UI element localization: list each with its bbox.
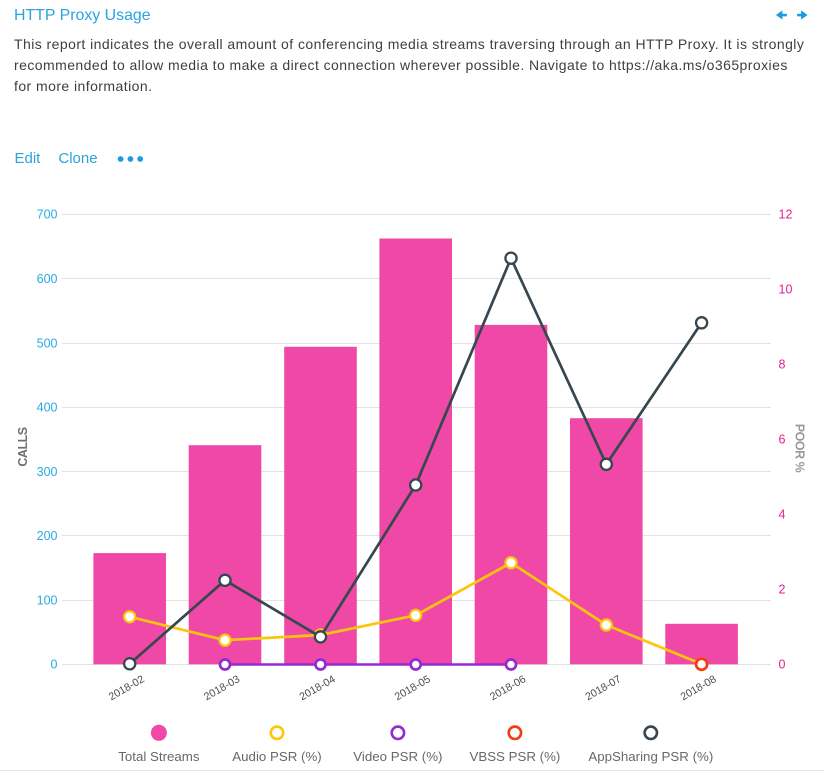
svg-text:2018-04: 2018-04 [298,673,338,703]
svg-text:CALLS: CALLS [16,427,30,466]
svg-text:2018-08: 2018-08 [679,673,719,703]
svg-text:6: 6 [779,433,786,447]
svg-text:600: 600 [37,272,58,286]
svg-text:4: 4 [779,508,786,522]
svg-text:0: 0 [51,658,58,672]
svg-text:10: 10 [779,283,793,297]
svg-text:Video PSR (%): Video PSR (%) [353,749,442,764]
svg-text:12: 12 [779,208,793,222]
svg-text:300: 300 [37,465,58,479]
svg-text:2018-06: 2018-06 [488,673,528,703]
svg-text:700: 700 [37,208,58,222]
svg-text:2: 2 [779,583,786,597]
svg-text:400: 400 [37,401,58,415]
svg-text:8: 8 [779,358,786,372]
svg-text:100: 100 [37,594,58,608]
svg-text:Total Streams: Total Streams [118,749,200,764]
svg-text:Audio PSR (%): Audio PSR (%) [232,749,321,764]
svg-text:POOR %: POOR % [793,424,807,473]
svg-text:2018-07: 2018-07 [583,673,623,703]
svg-text:2018-05: 2018-05 [393,673,433,703]
svg-text:0: 0 [779,658,786,672]
svg-text:2018-03: 2018-03 [202,673,242,703]
svg-text:2018-02: 2018-02 [107,673,147,703]
svg-text:VBSS PSR (%): VBSS PSR (%) [469,749,560,764]
svg-text:200: 200 [37,529,58,543]
svg-text:500: 500 [37,337,58,351]
svg-text:AppSharing PSR (%): AppSharing PSR (%) [588,749,713,764]
